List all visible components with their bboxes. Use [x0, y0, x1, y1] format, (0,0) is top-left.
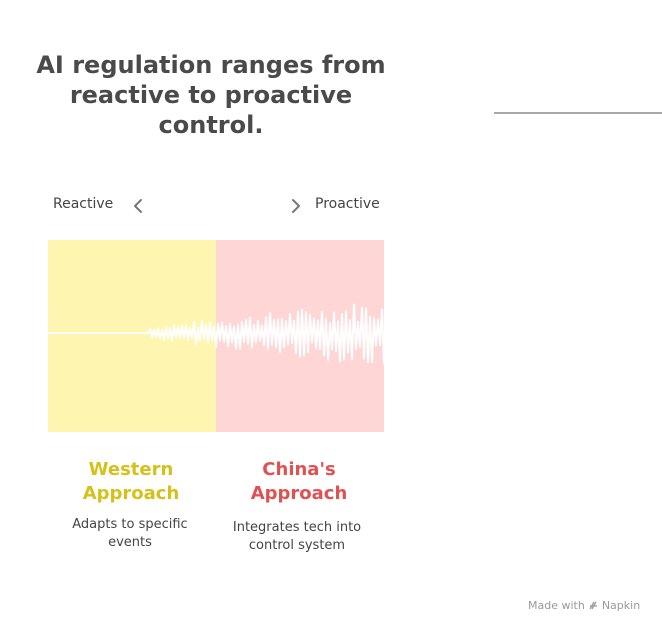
china-heading-line1: China's — [262, 459, 336, 480]
page-title: AI regulation ranges from reactive to pr… — [36, 51, 386, 139]
china-heading: China's Approach — [224, 458, 374, 506]
napkin-logo-icon — [589, 601, 597, 610]
waveform-line — [48, 303, 384, 365]
napkin-credit: Made with Napkin — [528, 599, 640, 612]
proactive-label: Proactive — [315, 196, 380, 212]
reactive-label: Reactive — [53, 196, 114, 212]
china-heading-line2: Approach — [250, 483, 348, 504]
chevron-left-icon — [134, 199, 142, 213]
western-heading-line1: Western — [88, 459, 174, 480]
divider-line — [494, 112, 662, 114]
signal-waveform — [48, 303, 384, 365]
western-description: Adapts to specific events — [72, 517, 188, 550]
napkin-brand-text: Napkin — [601, 599, 641, 612]
china-description: Integrates tech into control system — [232, 520, 362, 553]
chevron-right-icon — [292, 199, 300, 213]
western-heading: Western Approach — [56, 458, 206, 506]
western-heading-line2: Approach — [82, 483, 180, 504]
made-with-text: Made with — [528, 599, 585, 612]
